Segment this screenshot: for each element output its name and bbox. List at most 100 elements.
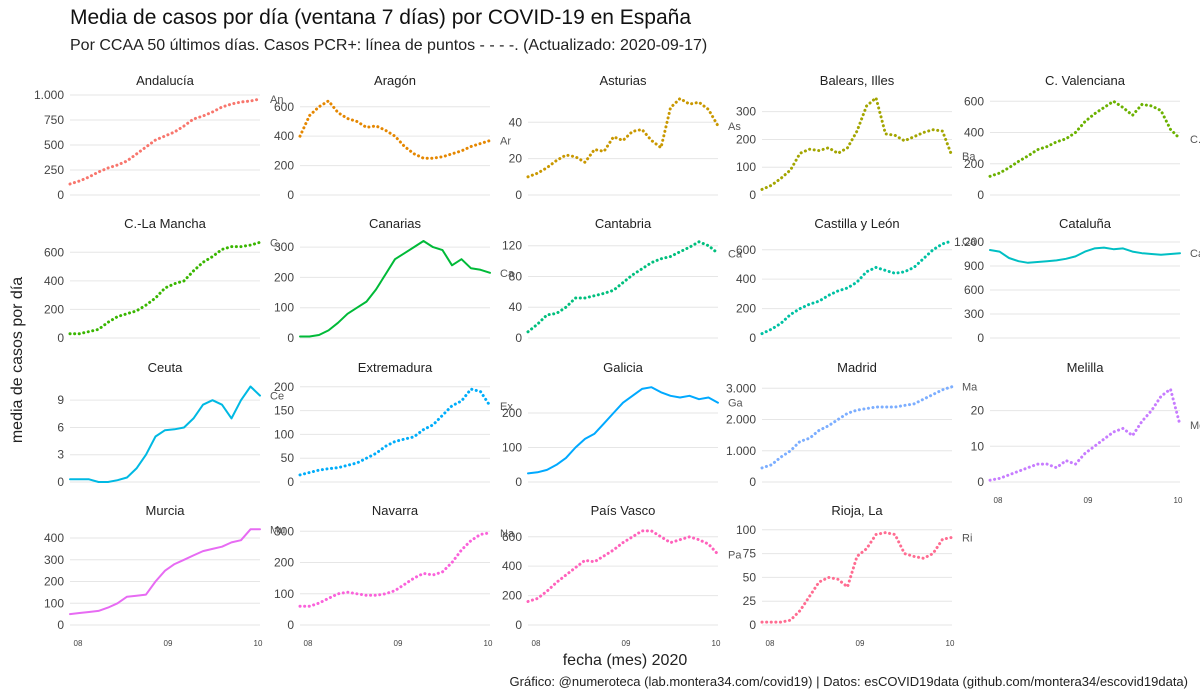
y-tick-label-navarra-2: 200 bbox=[274, 556, 294, 570]
facet-galicia: Galicia 0 100 200 Ga bbox=[502, 360, 744, 489]
series-line-galicia bbox=[527, 386, 719, 475]
series-line-murcia bbox=[69, 528, 261, 616]
y-tick-label-andalucia-0: 0 bbox=[57, 188, 64, 202]
y-tick-label-asturias-1: 20 bbox=[509, 152, 523, 166]
facet-navarra: Navarra 0 100 200 300 08 09 10 Na bbox=[274, 503, 515, 648]
end-label-castilla-y-leon: Ca bbox=[962, 236, 977, 248]
x-tick-label-melilla-2: 10 bbox=[1174, 496, 1183, 505]
facet-ceuta: Ceuta 0 3 6 9 Ce bbox=[57, 360, 284, 489]
facet-title-navarra: Navarra bbox=[372, 503, 419, 518]
facet-c-valenciana: C. Valenciana 0 200 400 600 C. bbox=[964, 73, 1200, 202]
facet-canarias: Canarias 0 100 200 300 Ca bbox=[274, 216, 515, 345]
chart-subtitle: Por CCAA 50 últimos días. Casos PCR+: lí… bbox=[70, 37, 708, 54]
y-tick-label-madrid-1: 1.000 bbox=[726, 444, 756, 458]
y-tick-label-rioja-la-2: 50 bbox=[743, 570, 757, 584]
x-tick-label-navarra-0: 08 bbox=[304, 639, 313, 648]
y-tick-label-melilla-0: 0 bbox=[977, 475, 984, 489]
y-tick-label-c-valenciana-1: 200 bbox=[964, 157, 984, 171]
end-label-aragon: Ar bbox=[500, 136, 511, 148]
facet-title-c-la-mancha: C.-La Mancha bbox=[124, 216, 206, 231]
y-tick-label-c-la-mancha-0: 0 bbox=[57, 331, 64, 345]
y-tick-label-c-la-mancha-2: 400 bbox=[44, 274, 64, 288]
facet-title-galicia: Galicia bbox=[603, 360, 644, 375]
series-line-rioja-la bbox=[760, 531, 954, 624]
y-tick-label-melilla-2: 20 bbox=[971, 404, 985, 418]
x-tick-label-rioja-la-1: 09 bbox=[856, 639, 865, 648]
y-tick-label-cantabria-3: 120 bbox=[502, 239, 522, 253]
y-tick-label-murcia-0: 0 bbox=[57, 618, 64, 632]
facet-title-c-valenciana: C. Valenciana bbox=[1045, 73, 1126, 88]
facet-melilla: Melilla 0 10 20 08 09 10 Me bbox=[971, 360, 1200, 505]
facet-title-cantabria: Cantabria bbox=[595, 216, 652, 231]
y-tick-label-extremadura-2: 100 bbox=[274, 427, 294, 441]
x-tick-label-melilla-0: 08 bbox=[994, 496, 1003, 505]
y-tick-label-andalucia-3: 750 bbox=[44, 113, 64, 127]
y-tick-label-cantabria-1: 40 bbox=[509, 300, 523, 314]
facet-title-rioja-la: Rioja, La bbox=[831, 503, 883, 518]
y-tick-label-rioja-la-0: 0 bbox=[749, 618, 756, 632]
y-axis-label: media de casos por día bbox=[9, 277, 26, 443]
y-tick-label-cantabria-0: 0 bbox=[515, 331, 522, 345]
series-line-aragon bbox=[298, 99, 492, 160]
y-tick-label-andalucia-2: 500 bbox=[44, 138, 64, 152]
y-tick-label-ceuta-0: 0 bbox=[57, 475, 64, 489]
facet-castilla-y-leon: Castilla y León 0 200 400 600 Ca bbox=[736, 216, 977, 345]
end-label-c-la-mancha: C. bbox=[270, 237, 281, 249]
y-tick-label-murcia-1: 100 bbox=[44, 596, 64, 610]
end-label-madrid: Ma bbox=[962, 382, 978, 394]
facet-title-andalucia: Andalucía bbox=[136, 73, 195, 88]
y-tick-label-canarias-3: 300 bbox=[274, 240, 294, 254]
x-tick-label-pais-vasco-0: 08 bbox=[532, 639, 541, 648]
y-tick-label-pais-vasco-0: 0 bbox=[515, 618, 522, 632]
y-tick-label-galicia-2: 200 bbox=[502, 406, 522, 420]
y-tick-label-rioja-la-4: 100 bbox=[736, 523, 756, 537]
y-tick-label-asturias-2: 40 bbox=[509, 115, 523, 129]
end-label-asturias: As bbox=[728, 121, 741, 133]
y-tick-label-galicia-1: 100 bbox=[502, 441, 522, 455]
facet-madrid: Madrid 0 1.000 2.000 3.000 Ma bbox=[726, 360, 978, 489]
y-tick-label-andalucia-1: 250 bbox=[44, 163, 64, 177]
y-tick-label-navarra-1: 100 bbox=[274, 587, 294, 601]
y-tick-label-pais-vasco-2: 400 bbox=[502, 559, 522, 573]
facet-pais-vasco: País Vasco 0 200 400 600 08 09 10 Pa bbox=[502, 503, 742, 648]
facet-balears-illes: Balears, Illes 0 100 200 300 Ba bbox=[736, 73, 976, 202]
y-tick-label-madrid-2: 2.000 bbox=[726, 413, 756, 427]
facet-c-la-mancha: C.-La Mancha 0 200 400 600 C. bbox=[44, 216, 281, 345]
y-tick-label-cataluna-2: 600 bbox=[964, 283, 984, 297]
y-tick-label-c-valenciana-3: 600 bbox=[964, 94, 984, 108]
end-label-balears-illes: Ba bbox=[962, 151, 976, 163]
x-tick-label-rioja-la-0: 08 bbox=[766, 639, 775, 648]
facet-title-ceuta: Ceuta bbox=[148, 360, 183, 375]
facet-extremadura: Extremadura 0 50 100 150 200 Ex bbox=[274, 360, 513, 489]
end-label-canarias: Ca bbox=[500, 268, 515, 280]
end-label-melilla: Me bbox=[1190, 420, 1200, 432]
end-label-cataluna: Ca bbox=[1190, 248, 1200, 260]
facet-andalucia: Andalucía 0 250 500 750 1.000 An bbox=[34, 73, 284, 202]
x-tick-label-rioja-la-2: 10 bbox=[946, 639, 955, 648]
series-line-andalucia bbox=[68, 97, 262, 186]
y-tick-label-aragon-1: 200 bbox=[274, 159, 294, 173]
facet-title-madrid: Madrid bbox=[837, 360, 877, 375]
chart-caption: Gráfico: @numeroteca (lab.montera34.com/… bbox=[509, 674, 1188, 689]
series-line-cantabria bbox=[526, 240, 720, 334]
y-tick-label-castilla-y-leon-1: 200 bbox=[736, 302, 756, 316]
y-tick-label-cataluna-4: 1.200 bbox=[954, 235, 984, 249]
series-line-c-la-mancha bbox=[68, 240, 262, 336]
y-tick-label-navarra-0: 0 bbox=[287, 618, 294, 632]
facet-rioja-la: Rioja, La 0 25 50 75 100 08 09 10 Ri bbox=[736, 503, 972, 648]
series-line-balears-illes bbox=[760, 96, 954, 191]
x-tick-label-murcia-0: 08 bbox=[74, 639, 83, 648]
series-line-extremadura bbox=[298, 387, 492, 477]
y-tick-label-madrid-3: 3.000 bbox=[726, 381, 756, 395]
y-tick-label-ceuta-1: 3 bbox=[57, 448, 64, 462]
y-tick-label-castilla-y-leon-0: 0 bbox=[749, 331, 756, 345]
series-line-ceuta bbox=[69, 385, 261, 483]
x-axis-label: fecha (mes) 2020 bbox=[563, 652, 688, 669]
end-label-galicia: Ga bbox=[728, 398, 744, 410]
series-line-melilla bbox=[988, 387, 1182, 482]
series-line-asturias bbox=[526, 97, 720, 179]
y-tick-label-cataluna-0: 0 bbox=[977, 331, 984, 345]
facet-asturias: Asturias 0 20 40 As bbox=[509, 73, 742, 202]
y-tick-label-madrid-0: 0 bbox=[749, 475, 756, 489]
